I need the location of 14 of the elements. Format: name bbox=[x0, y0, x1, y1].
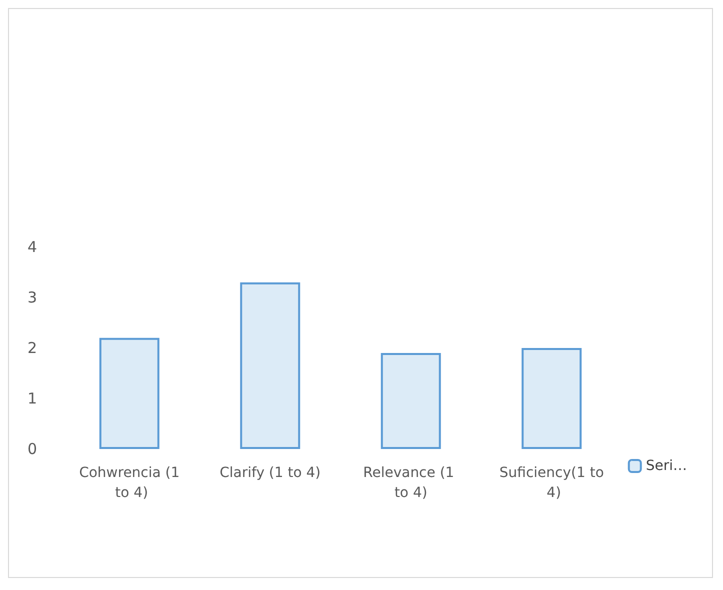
legend-label: Seri… bbox=[646, 458, 688, 474]
y-tick-label: 3 bbox=[27, 288, 37, 306]
bar bbox=[99, 338, 160, 449]
y-tick-label: 1 bbox=[27, 390, 37, 408]
y-tick-label: 2 bbox=[27, 339, 37, 357]
x-tick-label: Clarify (1 to 4) bbox=[220, 465, 321, 481]
x-tick-label: Cohwrencia (1 to 4) bbox=[79, 465, 180, 501]
bar bbox=[240, 282, 300, 449]
x-tick-label: Suficiency(1 to 4) bbox=[499, 465, 604, 501]
x-tick-label: Relevance (1 to 4) bbox=[363, 465, 459, 501]
bar bbox=[380, 353, 441, 449]
bar bbox=[522, 348, 582, 449]
y-tick-label: 0 bbox=[27, 440, 37, 458]
y-tick-label: 4 bbox=[27, 238, 37, 256]
